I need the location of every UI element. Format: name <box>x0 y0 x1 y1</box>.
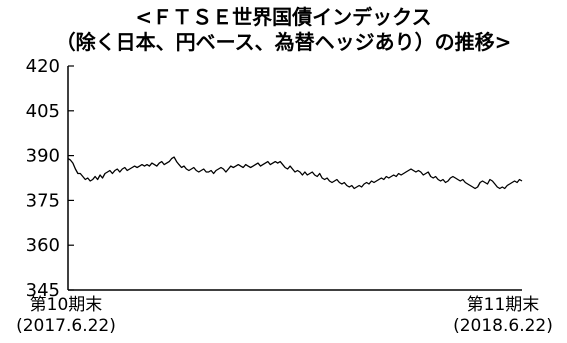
y-tick-label: 420 <box>26 56 60 77</box>
chart-title-line-2: （除く日本、円ベース、為替ヘッジあり）の推移> <box>56 30 512 54</box>
x-start-label-period: 第10期末 <box>30 295 103 315</box>
chart-title-line-1: <ＦＴＳＥ世界国債インデックス <box>135 5 431 29</box>
y-tick-label: 360 <box>26 235 60 256</box>
y-tick-label: 345 <box>26 280 60 301</box>
y-tick-label: 405 <box>26 101 60 122</box>
x-start-label-date: (2017.6.22) <box>16 316 116 336</box>
series-group <box>67 156 523 190</box>
y-axis: 420 405 390 375 360 345 <box>26 56 74 301</box>
y-tick-label: 375 <box>26 190 60 211</box>
y-tick-label: 390 <box>26 146 60 167</box>
series-line-0 <box>67 156 523 190</box>
x-end-label-period: 第11期末 <box>467 295 540 315</box>
x-end-label-date: (2018.6.22) <box>453 316 553 336</box>
